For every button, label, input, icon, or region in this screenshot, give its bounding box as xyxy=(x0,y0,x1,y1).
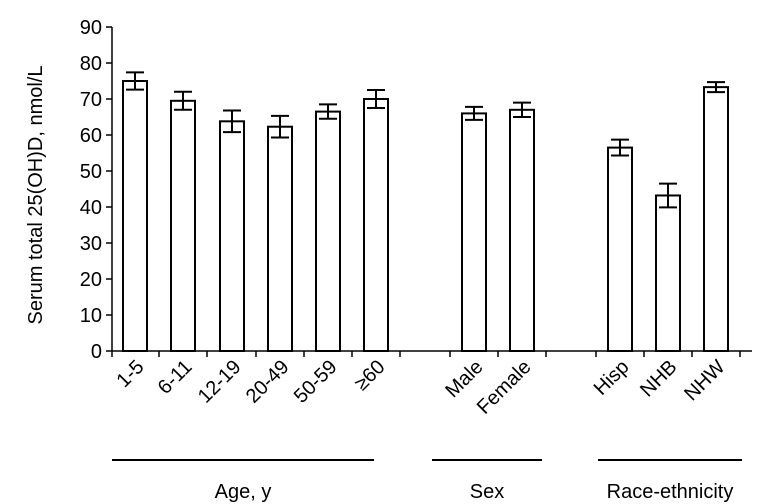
error-bar-1-5 xyxy=(126,71,144,91)
group-label: Race-ethnicity xyxy=(607,481,734,503)
y-tick-label: 70 xyxy=(80,89,102,111)
error-bar-20-49 xyxy=(271,114,289,139)
bar-Female xyxy=(509,108,535,352)
x-tick-label: Female xyxy=(473,356,536,419)
error-bar-6-11 xyxy=(174,90,192,111)
error-bar-Male xyxy=(465,105,483,121)
x-tick-label: 6-11 xyxy=(154,356,197,399)
x-tick-label: NHB xyxy=(636,356,681,401)
y-tick-label: 80 xyxy=(80,53,102,75)
bar-12-19 xyxy=(219,120,245,352)
error-bar-50-59 xyxy=(319,103,337,120)
y-tick-label: 90 xyxy=(80,17,102,39)
x-tick-label: 20-49 xyxy=(242,356,294,408)
y-tick-label: 10 xyxy=(80,305,102,327)
bar-Hisp xyxy=(607,146,633,352)
y-tick-label: 30 xyxy=(80,233,102,255)
x-tick-label: ≥60 xyxy=(350,356,389,395)
x-tick-label: 12-19 xyxy=(194,356,246,408)
x-tick-label: 50-59 xyxy=(290,356,342,408)
error-bar-12-19 xyxy=(223,109,241,134)
bars xyxy=(122,80,729,353)
y-axis-label: Serum total 25(OH)D, nmol/L xyxy=(25,66,47,325)
bar-NHW xyxy=(703,86,729,353)
group-label: Sex xyxy=(470,481,504,503)
bar-NHB xyxy=(655,194,681,352)
error-bar-≥60 xyxy=(367,89,385,109)
bar-1-5 xyxy=(122,80,148,352)
bar-50-59 xyxy=(315,110,341,352)
y-axis: 0 10 20 30 40 50 60 70 80 90 xyxy=(80,17,752,363)
y-tick-label: 50 xyxy=(80,161,102,183)
error-bar-NHB xyxy=(659,182,677,209)
error-bar-Female xyxy=(513,101,531,118)
y-tick-label: 60 xyxy=(80,125,102,147)
bar-6-11 xyxy=(170,99,196,352)
error-bar-Hisp xyxy=(611,138,629,157)
bar-20-49 xyxy=(267,125,293,352)
y-tick-label: 20 xyxy=(80,269,102,291)
x-tick-label: 1-5 xyxy=(113,356,149,392)
error-bar-NHW xyxy=(707,81,725,94)
x-tick-label: NHW xyxy=(680,356,729,405)
bar-≥60 xyxy=(363,98,389,352)
bar-Male xyxy=(461,112,487,353)
y-tick-label: 40 xyxy=(80,197,102,219)
y-tick-label: 0 xyxy=(91,341,102,363)
x-tick-label: Hisp xyxy=(590,356,634,400)
group-label: Age, y xyxy=(215,481,272,503)
error-bars xyxy=(126,71,725,209)
group-labels: Age, y Sex Race-ethnicity xyxy=(112,459,742,503)
